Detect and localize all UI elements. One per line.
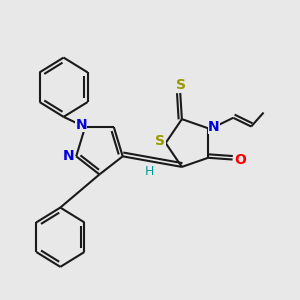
Text: S: S (155, 134, 165, 148)
Text: O: O (234, 152, 246, 167)
Text: H: H (144, 165, 154, 178)
Text: N: N (75, 118, 87, 132)
Text: N: N (63, 149, 75, 163)
Text: S: S (176, 78, 186, 92)
Text: N: N (208, 120, 220, 134)
